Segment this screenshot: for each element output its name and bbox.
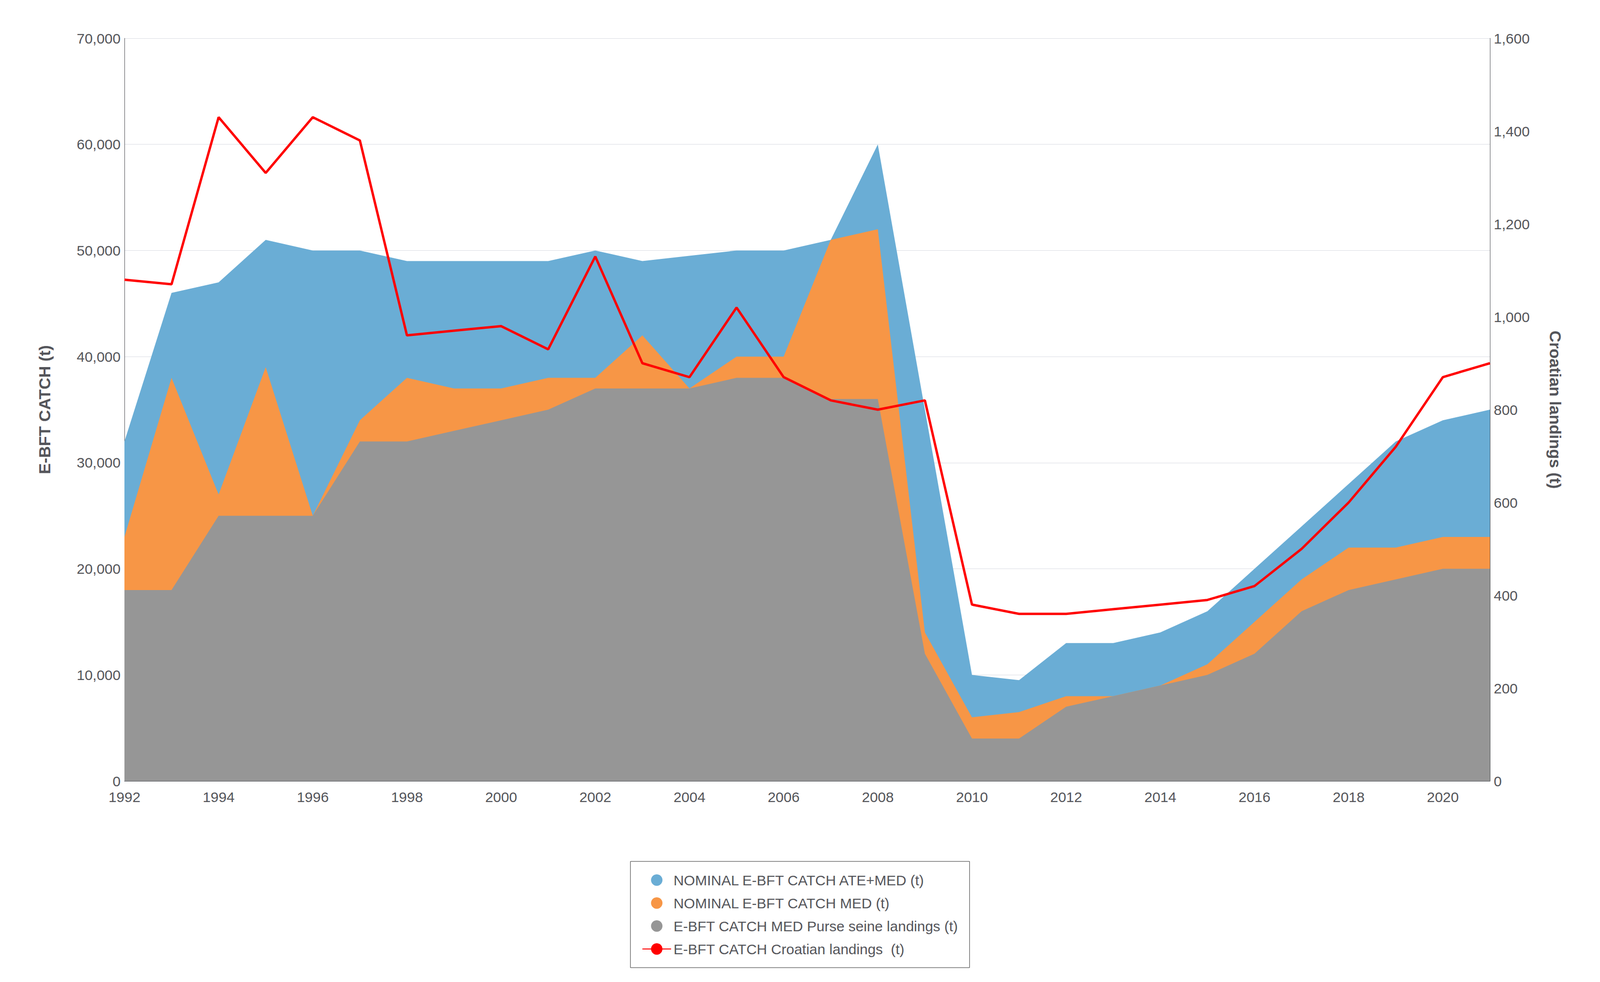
svg-text:1,400: 1,400 bbox=[1493, 123, 1530, 140]
svg-text:2014: 2014 bbox=[1144, 789, 1177, 806]
svg-text:50,000: 50,000 bbox=[76, 242, 121, 259]
svg-text:2008: 2008 bbox=[861, 789, 895, 806]
svg-text:1,600: 1,600 bbox=[1493, 30, 1530, 47]
svg-text:400: 400 bbox=[1493, 587, 1518, 604]
svg-text:30,000: 30,000 bbox=[76, 454, 121, 471]
svg-text:Croatian landings (t): Croatian landings (t) bbox=[1546, 330, 1565, 490]
svg-text:NOMINAL E-BFT CATCH ATE+MED (t: NOMINAL E-BFT CATCH ATE+MED (t) bbox=[673, 872, 924, 889]
svg-text:10,000: 10,000 bbox=[76, 667, 121, 683]
svg-text:2012: 2012 bbox=[1050, 789, 1083, 806]
svg-text:20,000: 20,000 bbox=[76, 560, 121, 577]
svg-text:2018: 2018 bbox=[1332, 789, 1365, 806]
svg-text:1,000: 1,000 bbox=[1493, 309, 1530, 325]
svg-text:2020: 2020 bbox=[1426, 789, 1459, 806]
svg-text:800: 800 bbox=[1493, 402, 1518, 418]
svg-text:60,000: 60,000 bbox=[76, 136, 121, 153]
svg-text:E-BFT CATCH Croatian landings: E-BFT CATCH Croatian landings (t) bbox=[673, 941, 905, 958]
svg-text:2016: 2016 bbox=[1238, 789, 1271, 806]
svg-text:200: 200 bbox=[1493, 680, 1518, 697]
svg-text:1994: 1994 bbox=[202, 789, 235, 806]
svg-text:1996: 1996 bbox=[296, 789, 329, 806]
svg-text:1998: 1998 bbox=[391, 789, 424, 806]
svg-text:NOMINAL E-BFT CATCH MED (t): NOMINAL E-BFT CATCH MED (t) bbox=[673, 895, 890, 912]
svg-text:E-BFT CATCH MED Purse seine la: E-BFT CATCH MED Purse seine landings (t) bbox=[673, 918, 958, 935]
svg-text:2000: 2000 bbox=[485, 789, 518, 806]
svg-text:2004: 2004 bbox=[673, 789, 706, 806]
svg-text:2006: 2006 bbox=[767, 789, 800, 806]
svg-text:0: 0 bbox=[112, 773, 121, 790]
svg-text:1992: 1992 bbox=[108, 789, 141, 806]
svg-text:2010: 2010 bbox=[955, 789, 988, 806]
svg-text:2002: 2002 bbox=[579, 789, 612, 806]
svg-text:1,200: 1,200 bbox=[1493, 216, 1530, 233]
svg-text:0: 0 bbox=[1493, 773, 1502, 790]
svg-text:600: 600 bbox=[1493, 494, 1518, 511]
svg-text:70,000: 70,000 bbox=[76, 30, 121, 47]
svg-text:E-BFT CATCH (t): E-BFT CATCH (t) bbox=[35, 345, 54, 474]
svg-text:40,000: 40,000 bbox=[76, 348, 121, 365]
